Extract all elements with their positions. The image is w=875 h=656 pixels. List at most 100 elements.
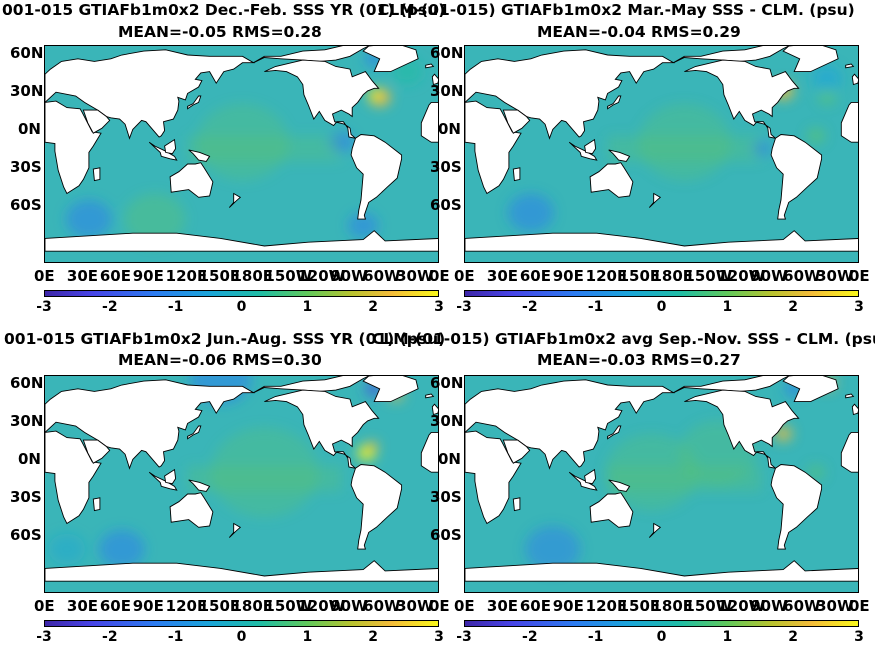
lon-tick-label: 180E <box>231 267 274 285</box>
land-mass <box>782 46 839 73</box>
panel-title: CLM-(01-015) GTIAFb1m0x2 Mar.-May SSS - … <box>378 1 855 19</box>
land-mass <box>420 431 438 473</box>
lon-tick-label: 30W <box>816 597 854 615</box>
land-mass <box>148 471 178 491</box>
lon-tick-label: 30E <box>486 597 519 615</box>
lon-tick-label: 150E <box>198 267 241 285</box>
colorbar-tick-label: 0 <box>656 299 667 315</box>
land-mass <box>425 393 435 399</box>
lon-tick-label: 60E <box>99 597 131 615</box>
land-mass <box>512 497 521 512</box>
lat-tick-label: 30N <box>430 412 464 430</box>
lon-tick-label: 120W <box>297 597 346 615</box>
land-mass <box>608 479 631 492</box>
land-mass <box>45 100 102 195</box>
land-mass <box>264 59 380 140</box>
lon-tick-label: 90E <box>552 597 584 615</box>
colorbar-tick-label: 1 <box>302 299 313 315</box>
colorbar-tick-label: 1 <box>722 629 733 645</box>
colorbar-tick-label: 0 <box>656 629 667 645</box>
lat-tick-label: 60N <box>10 374 44 392</box>
land-mass <box>648 522 662 538</box>
panel-jja: 001-015 GTIAFb1m0x2 Jun.-Aug. SSS YR (01… <box>4 331 445 593</box>
lon-tick-label: 0E <box>849 597 870 615</box>
land-mass <box>684 389 800 470</box>
lat-tick-label: 0N <box>18 120 41 138</box>
lon-tick-label: 30E <box>66 267 99 285</box>
land-mass <box>253 376 370 394</box>
land-mass <box>188 149 211 162</box>
colorbar <box>44 290 439 297</box>
land-mass <box>607 95 622 110</box>
colorbar-tick-label: -1 <box>167 299 184 315</box>
lon-tick-label: 0E <box>34 267 55 285</box>
lat-tick-label: 30S <box>430 488 462 506</box>
land-mass <box>589 492 634 528</box>
land-mass <box>169 492 214 528</box>
land-mass <box>851 73 858 86</box>
land-mass <box>673 46 790 64</box>
colorbar-tick-label: 1 <box>722 299 733 315</box>
colorbar-tick-label: -1 <box>587 629 604 645</box>
colorbar-tick-label: 2 <box>368 299 379 315</box>
land-mass <box>45 430 102 525</box>
colorbar <box>464 290 859 297</box>
colorbar <box>464 620 859 627</box>
land-mass <box>840 101 858 143</box>
lon-tick-label: 30W <box>396 267 434 285</box>
lon-tick-label: 60W <box>783 597 821 615</box>
land-mass <box>264 389 380 470</box>
lat-tick-label: 60N <box>430 44 464 62</box>
land-mass <box>425 63 435 69</box>
lon-tick-label: 150W <box>684 267 733 285</box>
land-mass <box>465 430 522 525</box>
panel-mam: CLM-(01-015) GTIAFb1m0x2 Mar.-May SSS - … <box>0 0 875 320</box>
lon-tick-label: 60E <box>519 597 551 615</box>
land-mass <box>228 522 242 538</box>
land-mass <box>568 141 598 161</box>
land-mass <box>92 167 101 182</box>
colorbar-tick-label: 3 <box>854 299 864 315</box>
lon-tick-label: 180E <box>651 267 694 285</box>
lon-tick-label: 120W <box>717 597 766 615</box>
land-mass <box>584 138 597 155</box>
lon-tick-label: 120E <box>165 597 208 615</box>
colorbar-tick-label: -3 <box>456 629 472 645</box>
land-mass <box>845 63 855 69</box>
land-mass <box>584 468 597 485</box>
colorbar-tick-label: 0 <box>236 299 247 315</box>
land-mass <box>45 49 256 140</box>
land-mass <box>82 109 111 134</box>
colorbar-tick-label: 0 <box>236 629 247 645</box>
sss-map <box>44 45 439 263</box>
lon-tick-label: 60E <box>99 267 131 285</box>
panel-title: 001-015 GTIAFb1m0x2 Dec.-Feb. SSS YR (01… <box>2 1 446 19</box>
land-mass <box>607 425 622 440</box>
land-mass <box>187 95 202 110</box>
lat-tick-label: 30S <box>10 158 42 176</box>
sss-map <box>44 375 439 593</box>
lon-tick-label: 0E <box>454 597 475 615</box>
lon-tick-label: 150W <box>684 597 733 615</box>
anomaly-field <box>65 51 423 245</box>
lon-tick-label: 90W <box>750 267 788 285</box>
lat-tick-label: 60N <box>430 374 464 392</box>
lon-tick-label: 120W <box>717 267 766 285</box>
land-mass <box>164 468 177 485</box>
colorbar-tick-label: 3 <box>434 299 444 315</box>
land-mass <box>164 138 177 155</box>
land-mass <box>228 192 242 208</box>
land-mass <box>431 403 438 416</box>
land-mass <box>684 59 800 140</box>
land-mass <box>502 439 531 464</box>
lon-tick-label: 90W <box>330 267 368 285</box>
land-mass <box>465 230 858 252</box>
land-mass <box>45 379 256 470</box>
lat-tick-label: 30N <box>10 412 44 430</box>
lat-tick-label: 30S <box>10 488 42 506</box>
panel-stats: MEAN=-0.06 RMS=0.30 <box>118 351 322 369</box>
land-mass <box>589 162 634 198</box>
colorbar-tick-label: 3 <box>854 629 864 645</box>
land-mass <box>188 479 211 492</box>
